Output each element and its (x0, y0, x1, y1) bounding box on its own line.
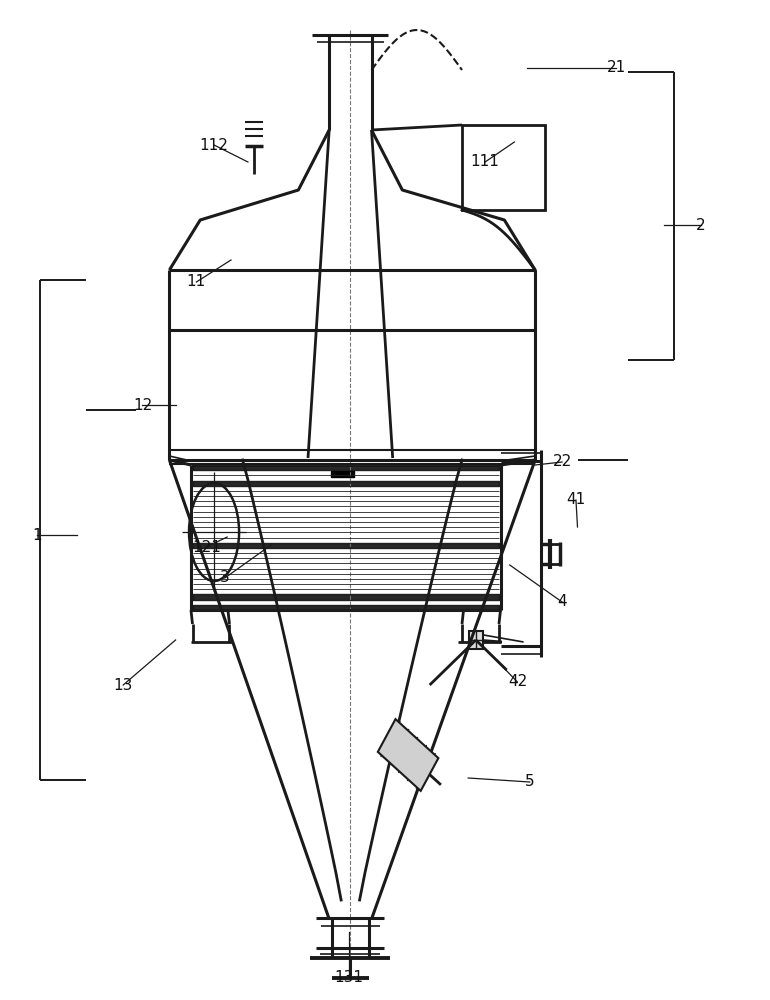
Text: 21: 21 (607, 60, 625, 76)
Text: 42: 42 (508, 674, 527, 690)
Text: 41: 41 (567, 492, 586, 508)
Text: 111: 111 (470, 154, 500, 169)
Text: 121: 121 (192, 540, 221, 554)
Text: 3: 3 (220, 570, 229, 585)
Text: 4: 4 (557, 594, 567, 609)
Text: 2: 2 (696, 218, 705, 232)
Text: 1: 1 (32, 528, 42, 542)
Text: 131: 131 (334, 970, 363, 986)
Text: 12: 12 (132, 397, 152, 412)
Text: 11: 11 (186, 274, 206, 290)
Text: 22: 22 (553, 454, 571, 470)
Text: 112: 112 (199, 137, 229, 152)
Text: 13: 13 (113, 678, 133, 692)
Bar (462, 125, 545, 210)
Bar (469, 631, 483, 649)
Polygon shape (378, 719, 438, 791)
Text: 5: 5 (525, 774, 534, 790)
